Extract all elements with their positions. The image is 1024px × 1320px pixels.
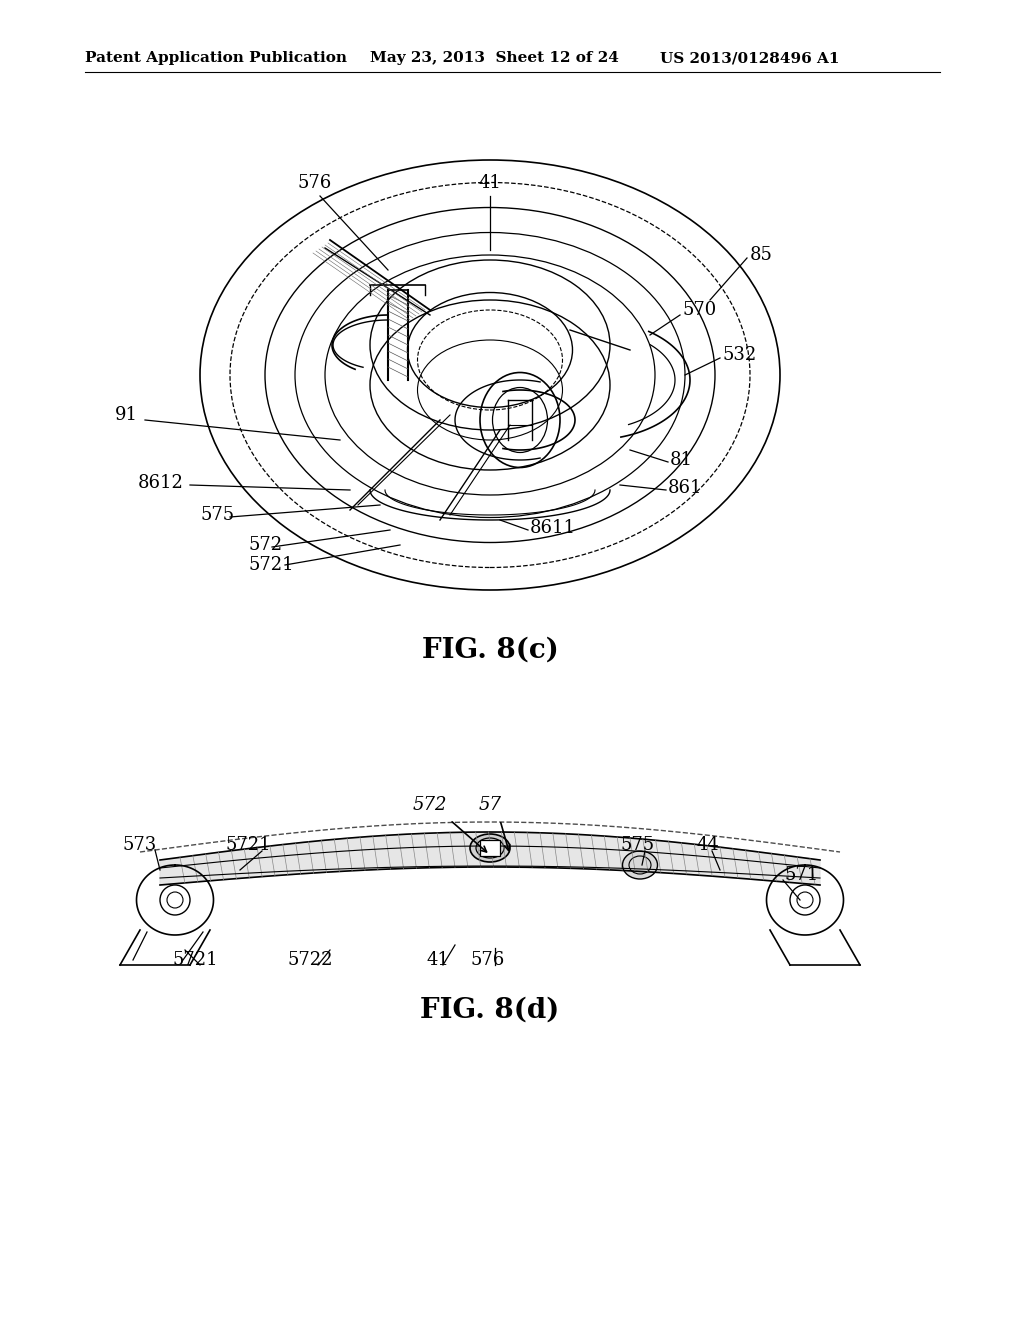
Text: FIG. 8(d): FIG. 8(d) [421, 997, 560, 1023]
Ellipse shape [160, 884, 190, 915]
Text: 532: 532 [722, 346, 757, 364]
Text: 572: 572 [248, 536, 283, 554]
Text: FIG. 8(c): FIG. 8(c) [422, 636, 558, 664]
Text: 576: 576 [298, 174, 332, 191]
Text: 8611: 8611 [530, 519, 575, 537]
Text: 5721: 5721 [248, 556, 294, 574]
Text: 5721: 5721 [172, 950, 218, 969]
Polygon shape [160, 832, 820, 884]
Text: 573: 573 [123, 836, 157, 854]
Text: 85: 85 [750, 246, 773, 264]
Text: 5722: 5722 [288, 950, 333, 969]
Text: 8612: 8612 [138, 474, 184, 492]
FancyBboxPatch shape [480, 840, 500, 855]
Text: 41: 41 [427, 950, 450, 969]
Text: 571: 571 [785, 866, 819, 884]
Text: 576: 576 [471, 950, 505, 969]
Text: 57: 57 [478, 796, 502, 814]
Text: 44: 44 [696, 836, 720, 854]
Text: 570: 570 [682, 301, 716, 319]
Text: Patent Application Publication: Patent Application Publication [85, 51, 347, 65]
Ellipse shape [470, 834, 510, 862]
Text: 91: 91 [115, 407, 138, 424]
Text: US 2013/0128496 A1: US 2013/0128496 A1 [660, 51, 840, 65]
Text: 861: 861 [668, 479, 702, 498]
Ellipse shape [623, 851, 657, 879]
Text: 575: 575 [621, 836, 655, 854]
Text: 81: 81 [670, 451, 693, 469]
Text: 41: 41 [478, 174, 502, 191]
Text: 5721: 5721 [225, 836, 270, 854]
Ellipse shape [790, 884, 820, 915]
Text: May 23, 2013  Sheet 12 of 24: May 23, 2013 Sheet 12 of 24 [370, 51, 618, 65]
Text: 572: 572 [413, 796, 447, 814]
Text: 575: 575 [200, 506, 234, 524]
